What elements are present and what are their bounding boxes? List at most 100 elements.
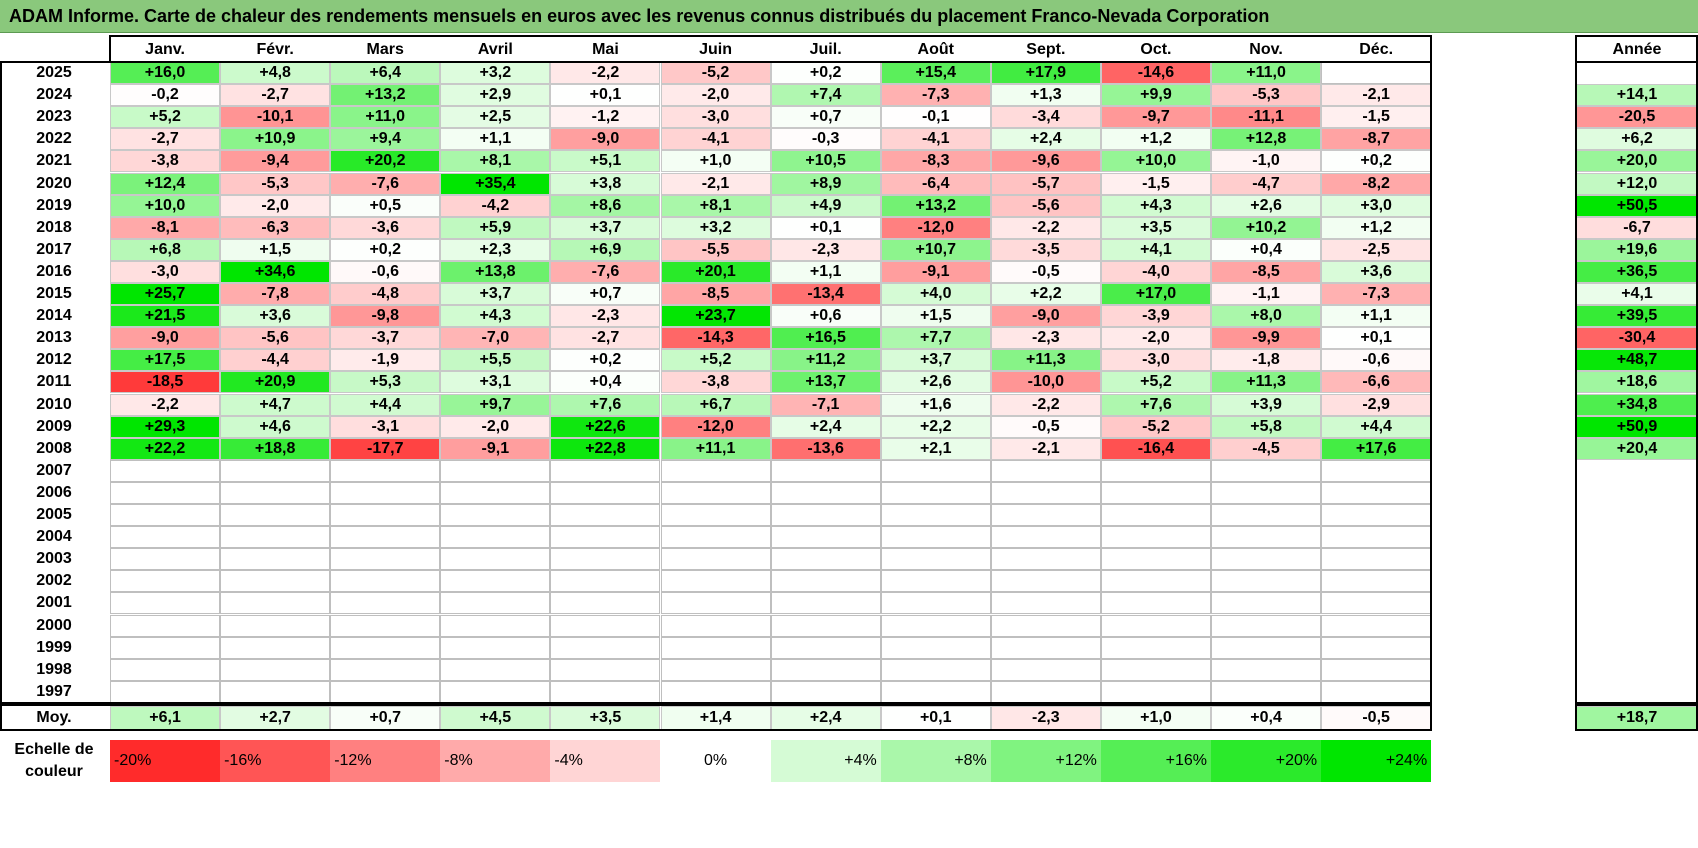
heatmap-cell: +4,1 [1100,238,1211,261]
heatmap-cell: +12,4 [110,172,221,195]
heatmap-cell: +25,7 [110,283,221,306]
heatmap-cell [1100,680,1211,703]
heatmap-cell: -0,2 [110,84,221,107]
heatmap-cell [550,548,661,571]
heatmap-cell [330,504,441,527]
heatmap-cell [220,658,331,681]
heatmap-cell: +2,2 [880,415,991,438]
color-scale-swatch: 0% [660,740,771,782]
heatmap-cell: +20,9 [220,371,331,394]
heatmap-cell [220,614,331,637]
heatmap-cell: +34,6 [220,260,331,283]
heatmap-cell: -3,9 [1100,305,1211,328]
heatmap-cell [550,680,661,703]
heatmap-cell [440,636,551,659]
heatmap-cell: +8,9 [770,172,881,195]
color-scale-swatch: -20% [110,740,221,782]
heatmap-cell [660,592,771,615]
year-label: 2006 [36,483,72,501]
heatmap-cell [880,570,991,593]
heatmap-cell [1100,570,1211,593]
heatmap-cell [1211,526,1322,549]
average-label: Moy. [36,709,72,726]
heatmap-cell: +11,0 [1211,62,1322,85]
heatmap-cell: +9,7 [440,393,551,416]
heatmap-cell: -3,4 [990,106,1101,129]
heatmap-cell [550,658,661,681]
heatmap-cell: -7,8 [220,283,331,306]
heatmap-cell: +3,8 [550,172,661,195]
heatmap-cell: +3,7 [440,283,551,306]
heatmap-cell: +6,4 [330,62,441,85]
year-label: 2020 [36,174,72,192]
heatmap-cell [1321,592,1432,615]
heatmap-cell: +1,1 [1321,305,1432,328]
heatmap-cell [1321,459,1432,482]
heatmap-cell [1211,592,1322,615]
heatmap-cell [1211,459,1322,482]
heatmap-cell: -6,4 [880,172,991,195]
color-scale-swatch: +24% [1321,740,1432,782]
heatmap-cell: -5,7 [990,172,1101,195]
color-scale-swatch: +8% [880,740,991,782]
heatmap-cell: -2,0 [220,194,331,217]
heatmap-cell: +3,6 [220,305,331,328]
year-label: 2023 [36,108,72,126]
heatmap-cell [1321,570,1432,593]
heatmap-cell: -7,3 [1321,283,1432,306]
heatmap-cell [660,614,771,637]
month-header: Avril [477,41,513,58]
heatmap-cell [770,548,881,571]
heatmap-cell [440,526,551,549]
heatmap-cell: +12,8 [1211,128,1322,151]
year-label: 2007 [36,461,72,479]
heatmap-cell: -2,3 [550,305,661,328]
average-cell: -2,3 [990,706,1101,730]
heatmap-cell: +8,1 [660,194,771,217]
heatmap-cell [220,481,331,504]
heatmap-cell: +13,2 [330,84,441,107]
heatmap-cell: +2,4 [770,415,881,438]
heatmap-cell: +4,9 [770,194,881,217]
month-header: Nov. [1249,41,1283,58]
color-scale-swatch: +4% [770,740,881,782]
heatmap-cell: -3,8 [660,371,771,394]
heatmap-cell [1211,481,1322,504]
heatmap-cell: -8,7 [1321,128,1432,151]
heatmap-cell: -3,7 [330,327,441,350]
heatmap-cell: +1,6 [880,393,991,416]
heatmap-cell: +5,3 [330,371,441,394]
heatmap-cell: +1,5 [880,305,991,328]
heatmap-cell: +17,5 [110,349,221,372]
annual-cell [1576,504,1698,527]
year-label: 2025 [36,64,72,82]
heatmap-cell: +1,2 [1321,216,1432,239]
heatmap-cell [220,548,331,571]
heatmap-cell [1321,481,1432,504]
heatmap-cell: -1,5 [1100,172,1211,195]
heatmap-cell: -13,6 [770,437,881,460]
heatmap-cell: -2,7 [550,327,661,350]
heatmap-cell: -0,5 [990,260,1101,283]
heatmap-cell: -7,6 [330,172,441,195]
heatmap-cell: +13,7 [770,371,881,394]
heatmap-cell [330,592,441,615]
heatmap-cell: -9,9 [1211,327,1322,350]
heatmap-cell [110,481,221,504]
heatmap-cell: -4,4 [220,349,331,372]
heatmap-cell: +1,5 [220,238,331,261]
heatmap-cell [770,526,881,549]
heatmap-cell: +10,7 [880,238,991,261]
heatmap-cell [440,592,551,615]
heatmap-cell: +1,0 [660,150,771,173]
heatmap-cell: +1,1 [770,260,881,283]
year-label: 1998 [36,660,72,678]
average-annual-cell: +18,7 [1576,706,1698,730]
heatmap-cell [110,504,221,527]
heatmap-cell: +13,2 [880,194,991,217]
heatmap-cell [330,548,441,571]
heatmap-cell: -3,8 [110,150,221,173]
heatmap-cell [990,548,1101,571]
heatmap-cell [660,636,771,659]
heatmap-cell: +13,8 [440,260,551,283]
